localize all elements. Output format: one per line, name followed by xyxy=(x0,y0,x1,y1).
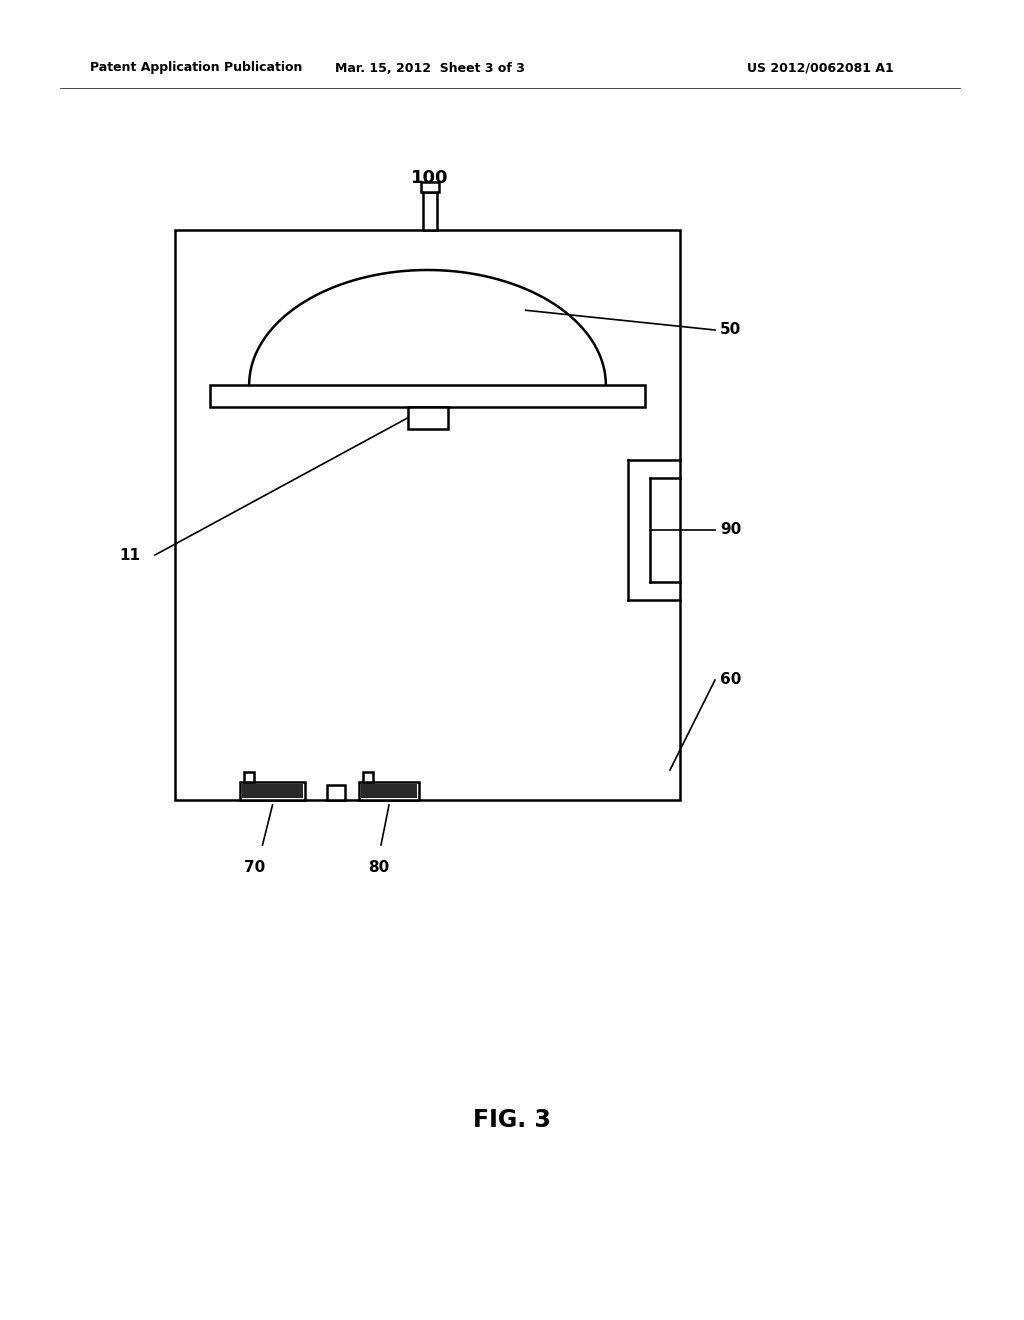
Bar xyxy=(244,772,254,781)
Text: FIG. 3: FIG. 3 xyxy=(473,1107,551,1133)
Text: Patent Application Publication: Patent Application Publication xyxy=(90,62,302,74)
Bar xyxy=(408,407,447,429)
Bar xyxy=(362,772,373,781)
Text: 60: 60 xyxy=(720,672,741,688)
Text: 90: 90 xyxy=(720,523,741,537)
Text: 50: 50 xyxy=(720,322,741,338)
Bar xyxy=(327,785,345,800)
Text: Mar. 15, 2012  Sheet 3 of 3: Mar. 15, 2012 Sheet 3 of 3 xyxy=(335,62,525,74)
Text: ~: ~ xyxy=(423,183,437,202)
Bar xyxy=(421,182,439,191)
Text: 11: 11 xyxy=(119,548,140,562)
Bar xyxy=(175,230,680,800)
Text: 80: 80 xyxy=(369,861,389,875)
Bar xyxy=(240,781,305,800)
Bar xyxy=(423,191,437,230)
Bar xyxy=(361,784,417,799)
Text: US 2012/0062081 A1: US 2012/0062081 A1 xyxy=(746,62,893,74)
Text: 70: 70 xyxy=(244,861,265,875)
Text: 100: 100 xyxy=(412,169,449,187)
Bar xyxy=(242,784,303,799)
Bar xyxy=(210,385,645,407)
Bar xyxy=(359,781,419,800)
